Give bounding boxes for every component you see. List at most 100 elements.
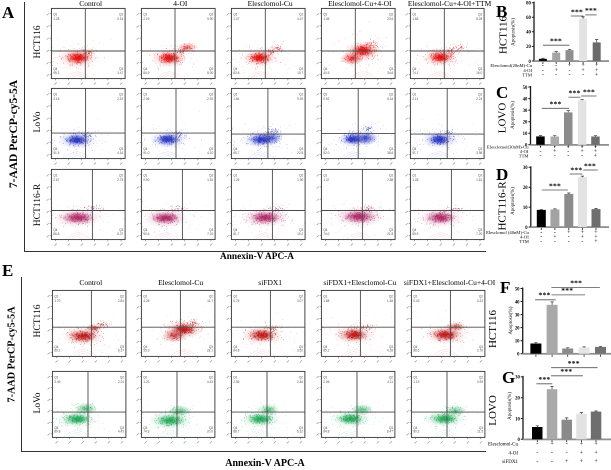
svg-text:+: +: [567, 230, 571, 236]
svg-text:+: +: [580, 458, 584, 465]
svg-text:HCT116: HCT116: [498, 15, 510, 54]
svg-text:Q3: Q3: [119, 228, 123, 232]
svg-text:90.6: 90.6: [143, 232, 149, 236]
svg-text:Q4: Q4: [233, 228, 237, 232]
svg-text:85.2: 85.2: [323, 349, 329, 353]
svg-text:-: -: [536, 458, 538, 465]
svg-text:+: +: [581, 235, 585, 241]
svg-text:2.75: 2.75: [117, 178, 123, 182]
svg-text:5.90: 5.90: [207, 17, 213, 21]
svg-text:Q2: Q2: [209, 375, 213, 379]
svg-text:Q2: Q2: [478, 92, 482, 96]
svg-text:Q4: Q4: [412, 67, 416, 71]
svg-text:23.6: 23.6: [387, 17, 393, 21]
svg-text:-: -: [554, 230, 556, 236]
svg-text:20: 20: [515, 397, 520, 402]
svg-text:***: ***: [585, 6, 597, 15]
svg-text:Q1: Q1: [412, 92, 416, 96]
svg-text:+: +: [567, 144, 571, 150]
svg-text:81.7: 81.7: [233, 232, 239, 236]
svg-text:3.98: 3.98: [476, 150, 482, 154]
svg-text:***: ***: [569, 89, 581, 98]
svg-text:Q3: Q3: [209, 67, 213, 71]
svg-text:Q1: Q1: [54, 375, 58, 379]
svg-text:***: ***: [570, 165, 582, 174]
svg-text:-: -: [566, 441, 568, 448]
svg-text:84.8: 84.8: [233, 349, 239, 353]
svg-text:-: -: [540, 144, 542, 150]
svg-text:80.2: 80.2: [413, 430, 419, 434]
svg-text:Q2: Q2: [120, 294, 124, 298]
svg-text:-: -: [555, 63, 557, 69]
svg-text:Q2: Q2: [389, 375, 393, 379]
svg-text:Q3: Q3: [119, 147, 123, 151]
svg-text:***: ***: [550, 37, 562, 46]
svg-text:Q1: Q1: [412, 12, 416, 16]
svg-text:+: +: [594, 441, 598, 448]
svg-text:-: -: [568, 239, 570, 245]
svg-text:Q3: Q3: [389, 228, 393, 232]
svg-text:3.52: 3.52: [297, 349, 303, 353]
svg-text:-: -: [551, 449, 553, 456]
svg-text:1.19: 1.19: [413, 380, 419, 384]
svg-text:***: ***: [568, 359, 580, 368]
svg-text:+: +: [581, 68, 585, 74]
svg-text:+: +: [595, 72, 599, 78]
svg-text:0.75: 0.75: [233, 299, 239, 303]
svg-text:***: ***: [584, 161, 596, 170]
svg-text:22.5: 22.5: [297, 150, 303, 154]
svg-text:-: -: [540, 239, 542, 245]
svg-text:20: 20: [523, 121, 528, 126]
svg-text:-: -: [581, 239, 583, 245]
svg-text:4-OI: 4-OI: [509, 451, 519, 456]
svg-text:7.01: 7.01: [207, 232, 213, 236]
svg-text:Q1: Q1: [144, 294, 148, 298]
svg-text:0.43: 0.43: [413, 299, 419, 303]
svg-text:Q1: Q1: [143, 92, 147, 96]
svg-text:4.11: 4.11: [387, 380, 393, 384]
svg-text:74.3: 74.3: [144, 430, 150, 434]
svg-text:Q1: Q1: [144, 375, 148, 379]
svg-text:Q3: Q3: [119, 67, 123, 71]
svg-text:1.28: 1.28: [54, 17, 60, 21]
svg-text:Q3: Q3: [478, 147, 482, 151]
svg-text:34.6: 34.6: [387, 71, 393, 75]
svg-text:89.9: 89.9: [412, 232, 418, 236]
svg-text:Q2: Q2: [299, 375, 303, 379]
svg-text:Q4: Q4: [144, 426, 148, 430]
svg-text:16.0: 16.0: [476, 71, 482, 75]
svg-text:89.1: 89.1: [54, 349, 60, 353]
svg-text:Q2: Q2: [299, 12, 303, 16]
svg-text:+: +: [595, 63, 599, 69]
svg-text:Q1: Q1: [54, 294, 58, 298]
svg-text:+: +: [553, 149, 557, 155]
svg-text:***: ***: [560, 367, 572, 376]
svg-text:Q2: Q2: [478, 174, 482, 178]
svg-text:-: -: [566, 449, 568, 456]
svg-text:0: 0: [517, 353, 520, 358]
svg-text:1.70: 1.70: [54, 299, 60, 303]
svg-text:+: +: [580, 449, 584, 456]
svg-text:4.16: 4.16: [117, 150, 123, 154]
svg-text:0.15: 0.15: [117, 17, 123, 21]
svg-text:11.7: 11.7: [208, 299, 214, 303]
svg-text:Elesclomol-Cu: Elesclomol-Cu: [488, 443, 518, 448]
svg-text:Q3: Q3: [209, 147, 213, 151]
svg-text:-: -: [542, 72, 544, 78]
svg-text:+: +: [565, 458, 569, 465]
svg-text:Q2: Q2: [389, 12, 393, 16]
svg-text:2.06: 2.06: [323, 380, 329, 384]
svg-text:1.48: 1.48: [387, 299, 393, 303]
svg-text:Apoptosis(%): Apoptosis(%): [509, 306, 514, 334]
svg-text:Q2: Q2: [389, 294, 393, 298]
svg-text:15.2: 15.2: [297, 232, 303, 236]
svg-text:2.88: 2.88: [387, 178, 393, 182]
svg-text:Q1: Q1: [323, 375, 327, 379]
svg-text:Elesclomol(20nM)-Cu: Elesclomol(20nM)-Cu: [490, 63, 532, 68]
svg-text:Q2: Q2: [209, 174, 213, 178]
svg-text:10.7: 10.7: [297, 71, 303, 75]
svg-text:3.33: 3.33: [476, 299, 482, 303]
svg-text:+: +: [594, 144, 598, 150]
svg-text:Q1: Q1: [54, 174, 58, 178]
svg-text:2.92: 2.92: [207, 96, 213, 100]
